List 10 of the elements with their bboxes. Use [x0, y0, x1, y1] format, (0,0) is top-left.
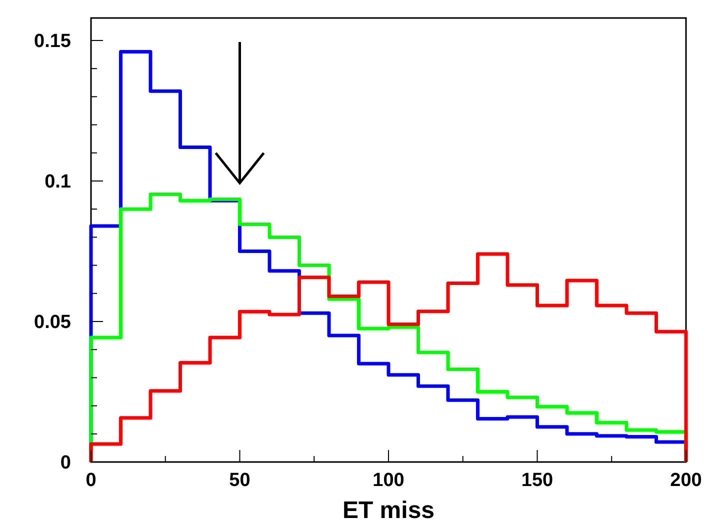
x-tick-label: 0: [86, 470, 96, 491]
x-tick-label: 200: [670, 470, 702, 491]
x-tick-label: 100: [372, 470, 404, 491]
x-tick-label: 150: [521, 470, 554, 491]
y-tick-label: 0.05: [34, 312, 72, 334]
x-axis-title: ET miss: [342, 497, 435, 524]
y-tick-label: 0: [60, 452, 71, 474]
x-tick-label: 50: [229, 470, 250, 491]
y-tick-label: 0.1: [44, 172, 72, 193]
y-tick-label: 0.15: [34, 31, 72, 52]
